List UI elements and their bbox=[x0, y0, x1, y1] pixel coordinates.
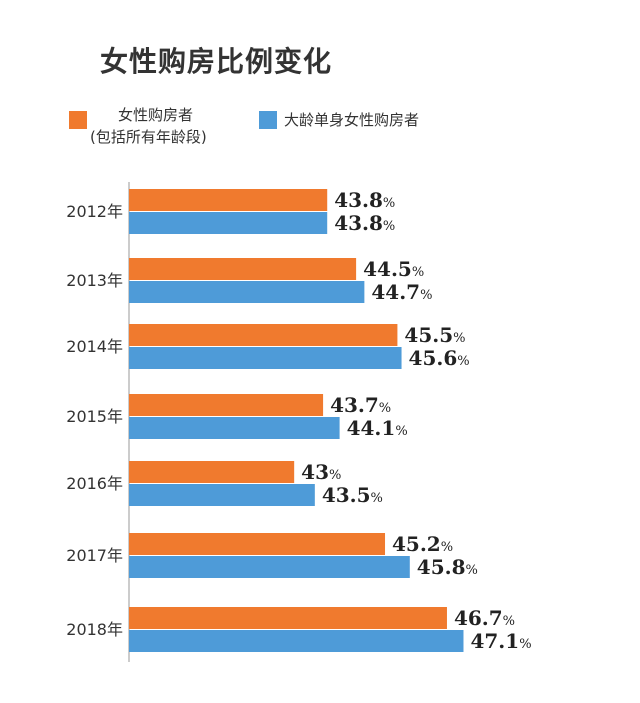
data-label: 44.1% bbox=[347, 416, 408, 440]
bar-series-1 bbox=[129, 607, 447, 629]
category-label: 2016年 bbox=[66, 474, 123, 493]
data-label: 43.8% bbox=[334, 211, 395, 235]
bar-series-1 bbox=[129, 258, 357, 280]
data-label: 47.1% bbox=[470, 629, 531, 653]
bar-series-2 bbox=[129, 417, 340, 439]
data-label: 43.5% bbox=[322, 483, 383, 507]
legend-swatch-series-2 bbox=[259, 111, 277, 129]
legend-swatch-series-1 bbox=[69, 111, 87, 129]
bar-series-2 bbox=[129, 281, 365, 303]
category-label: 2018年 bbox=[66, 620, 123, 639]
data-label: 44.5% bbox=[363, 257, 424, 281]
bar-series-1 bbox=[129, 324, 398, 346]
category-label: 2013年 bbox=[66, 271, 123, 290]
data-label: 46.7% bbox=[454, 606, 515, 630]
data-label: 45.6% bbox=[409, 346, 470, 370]
bar-series-2 bbox=[129, 484, 315, 506]
data-label: 43.8% bbox=[334, 188, 395, 212]
category-label: 2017年 bbox=[66, 546, 123, 565]
legend-label-series-1-line2: (包括所有年龄段) bbox=[90, 128, 207, 146]
legend-label-series-2: 大龄单身女性购房者 bbox=[284, 111, 420, 129]
bar-series-2 bbox=[129, 212, 328, 234]
bar-series-2 bbox=[129, 630, 464, 652]
data-label: 45.5% bbox=[404, 323, 465, 347]
data-label: 45.2% bbox=[392, 532, 453, 556]
category-label: 2012年 bbox=[66, 202, 123, 221]
data-label: 44.7% bbox=[371, 280, 432, 304]
chart-title: 女性购房比例变化 bbox=[100, 45, 333, 78]
bar-series-2 bbox=[129, 347, 402, 369]
data-label: 45.8% bbox=[417, 555, 478, 579]
bar-series-2 bbox=[129, 556, 410, 578]
data-label: 43% bbox=[301, 460, 341, 484]
bar-series-1 bbox=[129, 394, 324, 416]
category-label: 2015年 bbox=[66, 407, 123, 426]
bar-series-1 bbox=[129, 533, 386, 555]
bar-series-1 bbox=[129, 461, 295, 483]
bar-series-1 bbox=[129, 189, 328, 211]
category-label: 2014年 bbox=[66, 337, 123, 356]
data-label: 43.7% bbox=[330, 393, 391, 417]
legend-label-series-1: 女性购房者 bbox=[118, 106, 194, 124]
